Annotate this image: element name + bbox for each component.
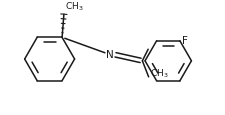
- Text: CH$_3$: CH$_3$: [150, 67, 168, 79]
- Text: F: F: [182, 36, 187, 45]
- Text: N: N: [106, 49, 114, 59]
- Text: CH$_3$: CH$_3$: [65, 1, 83, 13]
